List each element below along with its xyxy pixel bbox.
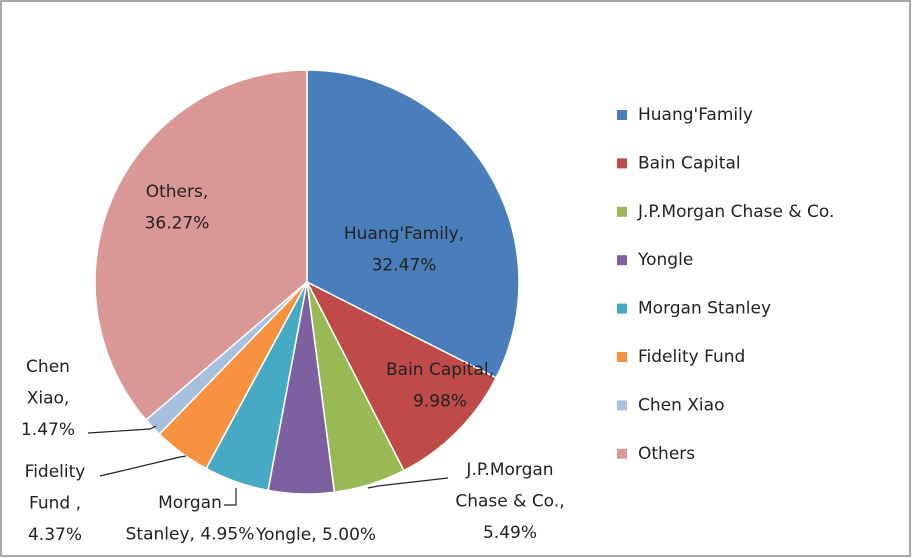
data-label: Morgan bbox=[158, 493, 222, 513]
legend-label: Chen Xiao bbox=[638, 395, 724, 415]
legend-swatch bbox=[617, 352, 627, 362]
data-label: 9.98% bbox=[413, 392, 467, 412]
data-label: Chen bbox=[26, 357, 70, 377]
leader-line bbox=[367, 477, 449, 489]
legend-label: Huang'Family bbox=[638, 105, 753, 125]
pie-slice bbox=[306, 69, 520, 379]
pie-slice bbox=[305, 280, 498, 472]
legend-swatch bbox=[617, 400, 627, 411]
data-label: Fund , bbox=[29, 494, 81, 514]
legend-label: J.P.Morgan Chase & Co. bbox=[637, 202, 834, 222]
pie-slice bbox=[94, 69, 308, 421]
legend-swatch bbox=[617, 110, 627, 120]
legend-swatch bbox=[617, 158, 627, 169]
legend-label: Others bbox=[638, 444, 695, 464]
data-label: 5.49% bbox=[483, 523, 537, 543]
legend-swatch bbox=[617, 206, 627, 217]
leader-line bbox=[224, 488, 237, 506]
legend-label: Yongle bbox=[637, 250, 693, 270]
data-label: Xiao, bbox=[27, 389, 70, 409]
data-label: J.P.Morgan bbox=[465, 460, 553, 480]
legend-swatch bbox=[617, 303, 627, 314]
data-label: Chase & Co., bbox=[455, 492, 564, 512]
data-label: 4.37% bbox=[28, 525, 82, 545]
legend-label: Bain Capital bbox=[638, 153, 741, 173]
data-label: 1.47% bbox=[21, 420, 75, 440]
data-label: Stanley, 4.95% bbox=[126, 525, 255, 545]
data-label: Bain Capital, bbox=[386, 360, 494, 380]
data-label: Others, bbox=[146, 182, 209, 202]
data-label: Yongle, 5.00% bbox=[255, 525, 376, 545]
legend-label: Fidelity Fund bbox=[638, 347, 745, 367]
legend-swatch bbox=[617, 255, 627, 266]
leader-line bbox=[99, 455, 187, 477]
data-label: Fidelity bbox=[25, 462, 86, 482]
legend-label: Morgan Stanley bbox=[638, 299, 771, 319]
data-label: 32.47% bbox=[372, 256, 437, 276]
leader-line bbox=[87, 425, 157, 434]
data-label: Huang'Family, bbox=[344, 224, 464, 244]
data-label: 36.27% bbox=[145, 214, 210, 234]
legend-swatch bbox=[617, 448, 627, 459]
